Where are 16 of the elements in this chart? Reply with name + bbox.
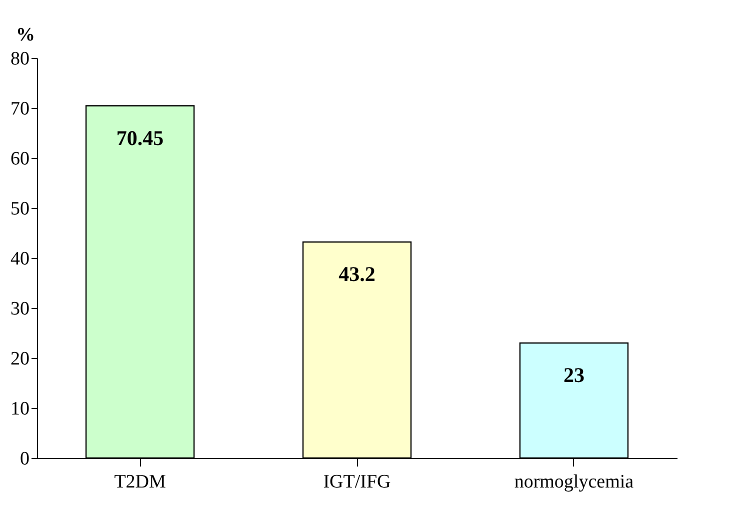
- y-tick-label: 80: [10, 48, 30, 70]
- y-tick-label: 40: [10, 248, 30, 270]
- x-tick-label: T2DM: [114, 472, 166, 492]
- data-label: 70.45: [116, 126, 164, 150]
- y-tick-label: 10: [10, 398, 30, 420]
- x-tick-label: IGT/IFG: [323, 472, 392, 492]
- y-tick-label: 60: [10, 148, 30, 170]
- y-tick-label: 50: [10, 198, 30, 220]
- y-tick-label: 20: [10, 348, 30, 370]
- y-tick-label: 70: [10, 98, 30, 120]
- y-tick-label: 30: [10, 298, 30, 320]
- x-tick-label: normoglycemia: [514, 472, 634, 492]
- y-axis-title: %: [16, 24, 35, 46]
- data-label: 23: [563, 363, 584, 387]
- data-label: 43.2: [338, 262, 376, 286]
- y-tick-label: 0: [20, 448, 30, 470]
